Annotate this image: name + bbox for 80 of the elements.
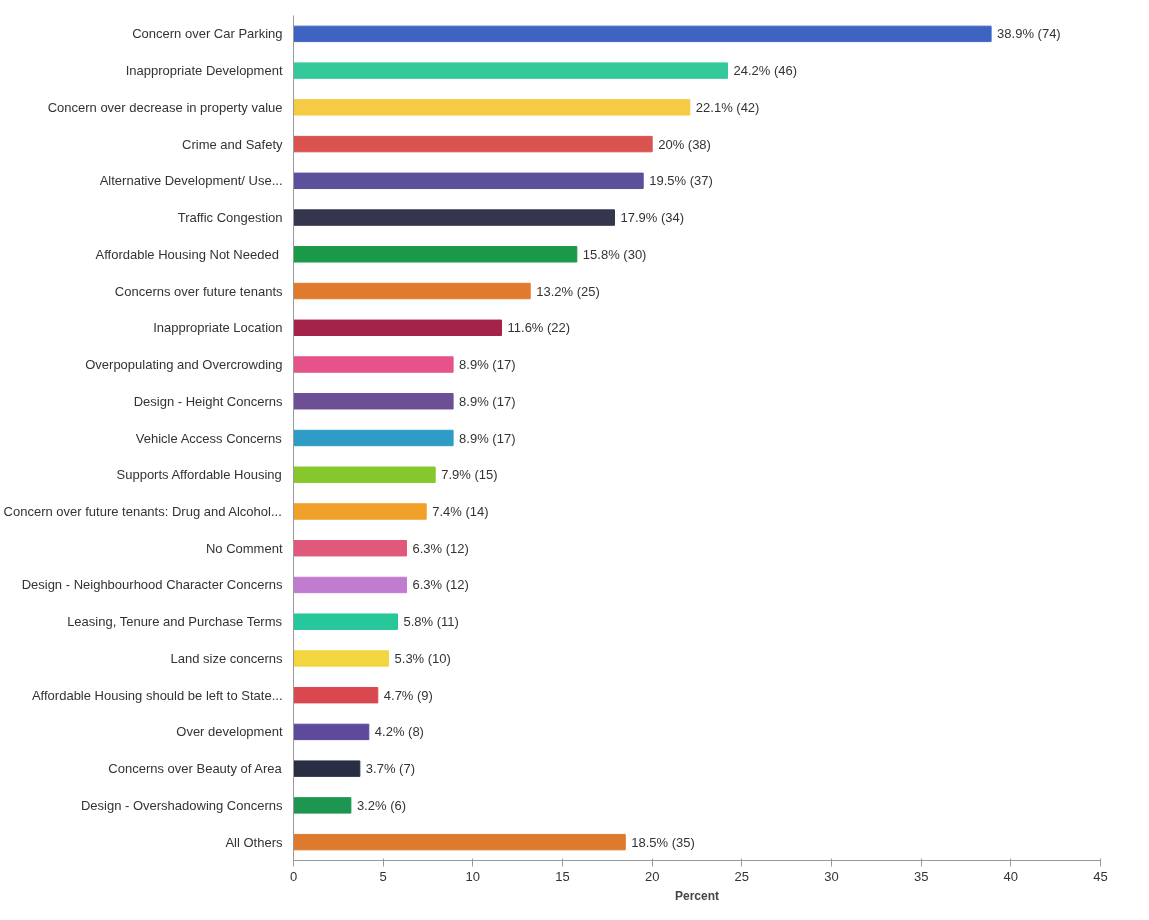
data-label: 4.7% (9) — [383, 687, 433, 703]
data-label: 7.9% (15) — [441, 467, 498, 483]
bar — [293, 99, 691, 116]
data-label: 5.8% (11) — [403, 614, 459, 630]
bar — [293, 503, 427, 520]
y-tick-label: Overpopulating and Overcrowding — [85, 357, 283, 373]
bar — [293, 246, 578, 263]
data-label: 6.3% (12) — [412, 540, 469, 556]
x-axis-title: Percent — [674, 888, 720, 903]
y-tick-label: Concerns over future tenants — [114, 283, 283, 299]
data-label: 4.2% (8) — [374, 724, 424, 740]
y-tick-label: Supports Affordable Housing — [116, 467, 282, 483]
y-tick-label: Design - Height Concerns — [133, 393, 283, 409]
data-label: 8.9% (17) — [459, 357, 516, 373]
x-tick-label: 10 — [465, 868, 481, 884]
data-label: 20% (38) — [658, 136, 711, 152]
bar — [293, 209, 616, 226]
x-tick-label: 0 — [289, 868, 298, 884]
y-tick-label: Concern over Car Parking — [132, 26, 283, 42]
bar — [293, 135, 653, 153]
y-tick-label: No Comment — [205, 540, 283, 556]
y-tick-label: Affordable Housing should be left to State... — [31, 687, 283, 703]
bar — [293, 833, 626, 851]
y-tick-label: Over development — [176, 724, 283, 740]
data-label: 17.9% (34) — [620, 210, 685, 226]
bar — [293, 686, 379, 704]
y-tick-label: Alternative Development/ Use... — [99, 173, 283, 189]
y-tick-label: Affordable Housing Not Needed — [95, 246, 279, 262]
data-label: 7.4% (14) — [432, 503, 489, 519]
data-label: 8.9% (17) — [459, 393, 516, 409]
bar — [293, 172, 644, 190]
data-label: 18.5% (35) — [631, 834, 695, 850]
y-tick-label: Traffic Congestion — [177, 210, 283, 226]
bar — [293, 356, 454, 373]
x-tick-label: 5 — [379, 868, 387, 884]
bar — [293, 393, 454, 410]
data-label: 5.3% (10) — [394, 650, 451, 666]
bar — [293, 62, 728, 79]
y-tick-label: Concerns over Beauty of Area — [108, 761, 283, 777]
data-label: 24.2% (46) — [733, 63, 798, 79]
data-label: 3.2% (6) — [356, 797, 407, 813]
data-label: 22.1% (42) — [695, 99, 760, 115]
y-tick-label: Leasing, Tenure and Purchase Terms — [67, 614, 283, 630]
y-tick-label: Design - Neighbourhood Character Concerns — [21, 577, 283, 593]
bar — [293, 576, 407, 594]
data-label: 8.9% (17) — [459, 430, 516, 446]
data-label: 11.6% (22) — [507, 320, 571, 336]
bar — [293, 540, 407, 557]
data-label: 6.3% (12) — [412, 577, 469, 593]
bar — [293, 650, 390, 667]
data-label: 13.2% (25) — [536, 283, 600, 299]
bar — [293, 760, 361, 777]
data-label: 38.9% (74) — [997, 26, 1061, 42]
data-label: 19.5% (37) — [649, 173, 713, 189]
y-tick-label: Design - Overshadowing Concerns — [80, 797, 283, 813]
y-tick-label: Inappropriate Location — [153, 320, 283, 336]
data-label: 3.7% (7) — [365, 761, 415, 777]
x-tick-label: 40 — [1003, 868, 1019, 884]
y-tick-label: Concern over decrease in property value — [47, 99, 283, 115]
bar — [293, 429, 454, 447]
y-tick-label: Land size concerns — [170, 650, 283, 666]
x-tick-label: 20 — [644, 868, 660, 884]
bar — [293, 723, 370, 741]
y-tick-label: Vehicle Access Concerns — [135, 430, 283, 446]
x-tick-label: 35 — [913, 868, 929, 884]
bar — [293, 282, 531, 300]
x-tick-label: 25 — [734, 868, 750, 884]
bar — [293, 319, 503, 336]
x-tick-label: 45 — [1093, 868, 1108, 884]
y-tick-label: Concern over future tenants: Drug and Alcohol... — [3, 503, 282, 519]
y-tick-label: All Others — [225, 834, 283, 850]
data-label: 15.8% (30) — [582, 246, 647, 262]
bar — [293, 466, 436, 483]
bar — [293, 25, 992, 43]
y-tick-label: Crime and Safety — [182, 136, 283, 152]
y-tick-label: Inappropriate Development — [125, 63, 283, 79]
bar — [293, 797, 352, 814]
x-tick-label: 15 — [555, 868, 570, 884]
x-tick-label: 30 — [824, 868, 839, 884]
bar — [293, 613, 399, 630]
